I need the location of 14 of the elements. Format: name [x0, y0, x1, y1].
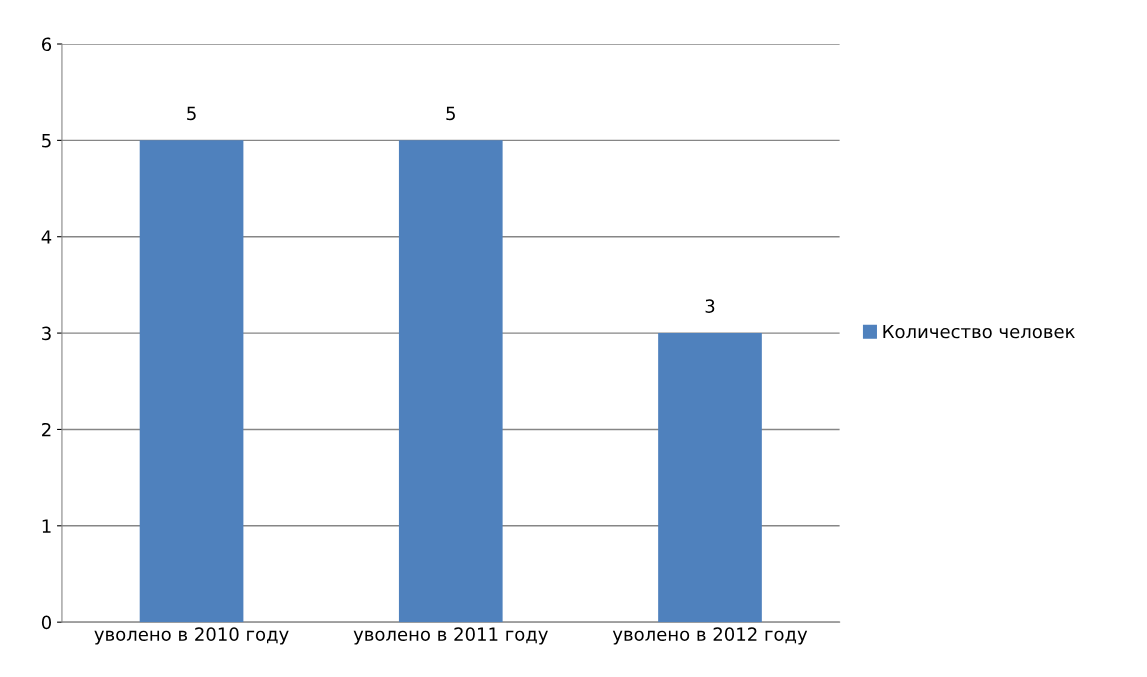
data-label: 5 [446, 106, 455, 121]
legend-label: Количество человек [883, 324, 1075, 339]
y-tick-label: 6 [41, 37, 52, 52]
x-tick-label: уволено в 2010 году [94, 627, 289, 645]
y-tick-label: 2 [42, 422, 51, 437]
y-tick-label: 5 [42, 134, 51, 148]
y-tick-label: 1 [42, 519, 51, 533]
x-tick-label: уволено в 2011 году [353, 627, 548, 645]
data-label: 5 [187, 106, 196, 121]
y-tick-label: 3 [42, 326, 51, 341]
y-tick-label: 0 [41, 615, 52, 630]
y-tick-label: 4 [41, 230, 52, 244]
x-tick-label: уволено в 2012 году [612, 627, 808, 645]
data-label: 3 [705, 299, 715, 313]
